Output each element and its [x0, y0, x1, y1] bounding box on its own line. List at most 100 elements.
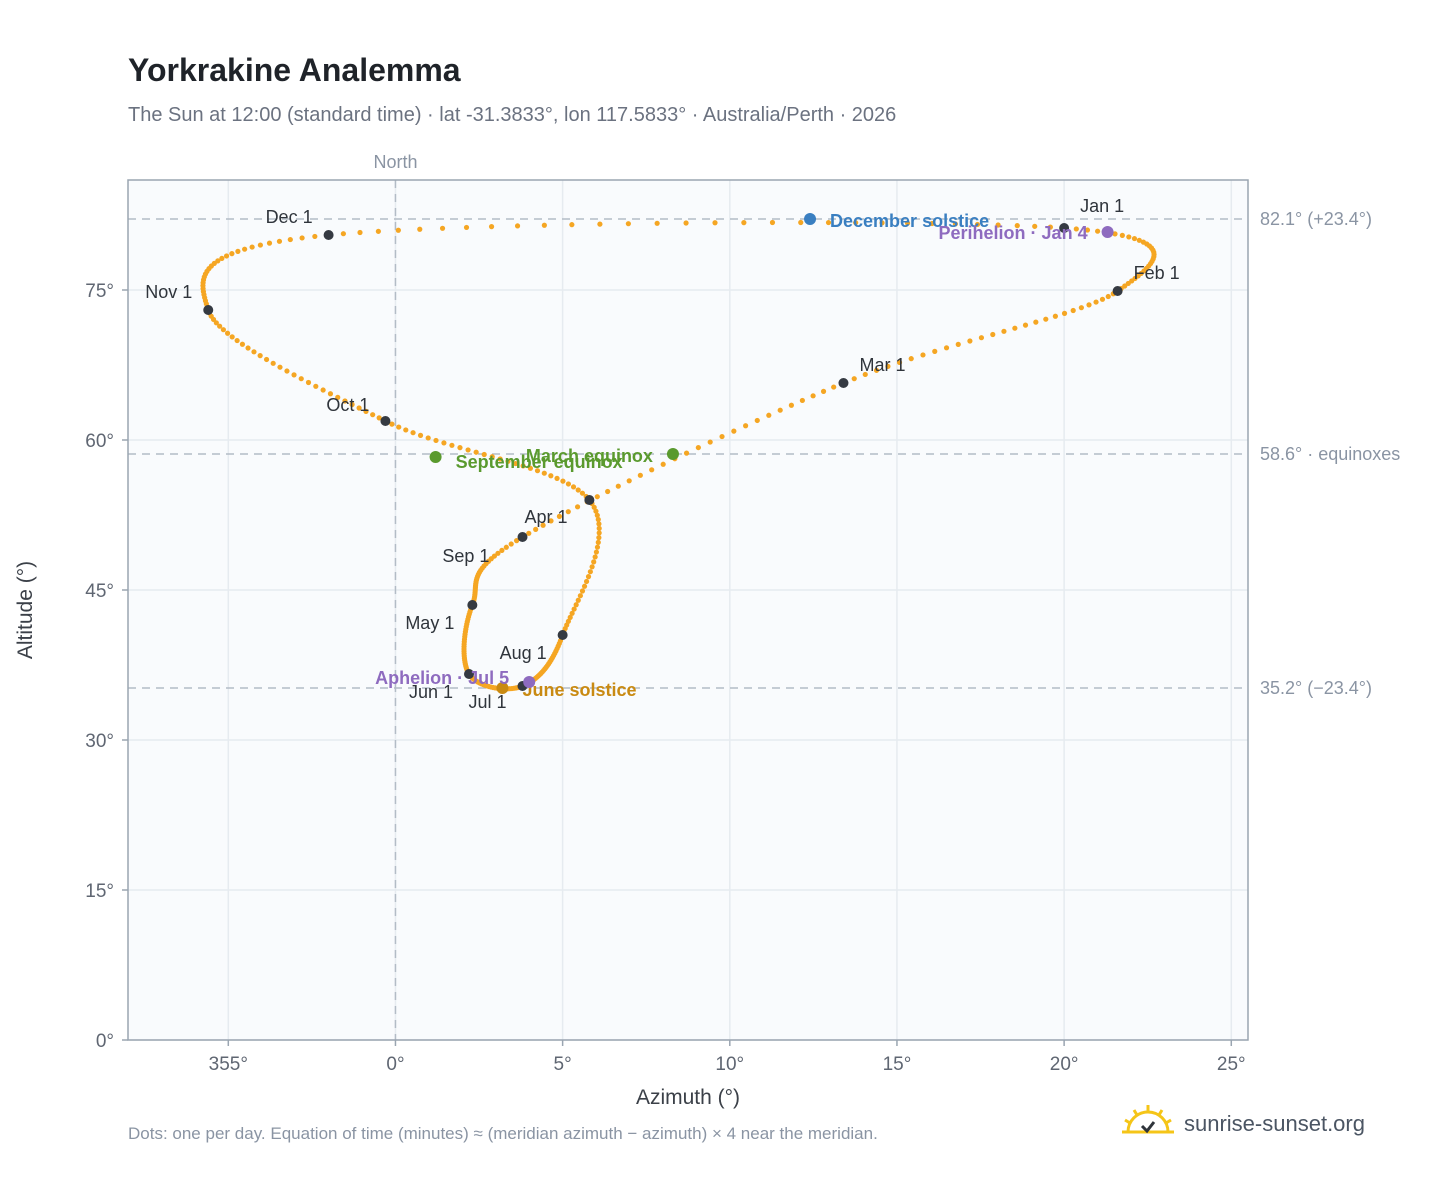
day-dot [825, 219, 832, 226]
day-dot [879, 220, 885, 226]
event-marker [429, 451, 442, 463]
month-marker [323, 230, 334, 240]
month-marker [517, 532, 528, 542]
day-dot [312, 233, 318, 240]
month-marker [203, 305, 214, 315]
day-dot [489, 454, 495, 460]
month-label: Apr 1 [525, 507, 568, 527]
day-dot [224, 330, 231, 336]
day-dot [239, 341, 246, 347]
day-dot [263, 356, 270, 363]
day-dot [885, 363, 891, 369]
event-label: Aphelion · Jul 5 [375, 668, 509, 688]
day-dot [637, 472, 643, 478]
day-dot [596, 521, 602, 527]
day-dot [357, 229, 363, 236]
month-label: Jan 1 [1080, 196, 1124, 216]
day-dot [514, 223, 521, 229]
day-dot [932, 348, 938, 354]
day-dot [873, 367, 880, 373]
day-dot [1052, 313, 1058, 319]
day-dot [967, 338, 973, 344]
day-dot [556, 513, 563, 519]
day-dot [342, 398, 348, 404]
day-dot [605, 488, 611, 495]
brand[interactable]: sunrise-sunset.org [1120, 1104, 1365, 1144]
day-dot [896, 359, 903, 366]
day-dot [266, 240, 273, 246]
day-dot [548, 518, 554, 524]
day-dot [920, 352, 926, 358]
x-tick-label: 25° [1217, 1054, 1246, 1075]
month-label: Dec 1 [266, 207, 313, 227]
day-dot [695, 444, 701, 451]
day-dot [257, 242, 263, 248]
day-dot [649, 467, 655, 473]
day-dot [592, 554, 598, 560]
day-dot [389, 421, 395, 427]
day-dot [356, 405, 362, 411]
day-dot [441, 440, 447, 446]
day-dot [1033, 319, 1039, 325]
day-dot [596, 530, 602, 536]
month-marker [380, 416, 391, 426]
day-dot [719, 433, 725, 440]
day-dot [1022, 322, 1029, 328]
day-dot [375, 228, 381, 234]
month-marker [1059, 223, 1070, 233]
day-dot [596, 535, 602, 541]
month-label: Jun 1 [409, 682, 453, 702]
day-dot [777, 407, 783, 413]
day-dot [497, 456, 503, 462]
day-dot [349, 401, 355, 408]
day-dot [219, 255, 225, 261]
day-dot [1078, 305, 1084, 311]
day-dot [395, 227, 401, 233]
day-dot [257, 353, 263, 359]
day-dot [335, 394, 341, 400]
month-marker [838, 378, 849, 388]
day-dot [560, 478, 566, 484]
month-marker [464, 669, 475, 679]
day-dot [277, 364, 283, 370]
day-dot [587, 569, 593, 575]
event-marker [496, 682, 509, 694]
day-dot [473, 449, 479, 455]
day-dot [223, 253, 230, 259]
event-marker [804, 213, 817, 225]
day-dot [571, 606, 577, 612]
day-dot [287, 236, 293, 243]
day-dot [439, 225, 446, 231]
month-markers: Jan 1 Feb 1 Mar 1 Apr 1 May 1 Jun 1 Jul 1 Aug 1… [145, 196, 1179, 712]
day-dot [569, 222, 575, 228]
day-dot [712, 220, 718, 226]
day-dot [908, 356, 914, 362]
day-dot [955, 341, 961, 347]
month-label: May 1 [405, 613, 454, 633]
day-dot [249, 244, 255, 250]
day-dot [554, 475, 560, 481]
day-dot [1043, 316, 1049, 322]
reference-line-label: 82.1° (+23.4°) [1260, 209, 1372, 229]
y-tick-label: 0° [96, 1031, 114, 1052]
day-dot [594, 544, 601, 550]
day-dot [425, 435, 431, 441]
day-dot [327, 391, 334, 397]
day-dot [1099, 296, 1106, 302]
day-dot [1001, 328, 1007, 334]
day-dot [503, 544, 509, 550]
month-label: Sep 1 [442, 546, 489, 566]
day-dot [533, 526, 539, 532]
day-dot [595, 516, 601, 523]
day-dot [495, 550, 501, 556]
day-dot [565, 481, 572, 487]
day-dot [505, 458, 511, 464]
event-marker [523, 676, 536, 688]
day-dot [396, 424, 402, 430]
day-dot [403, 427, 409, 433]
day-dot [565, 509, 571, 515]
day-dot [565, 618, 572, 624]
y-tick-label: 45° [85, 581, 114, 602]
